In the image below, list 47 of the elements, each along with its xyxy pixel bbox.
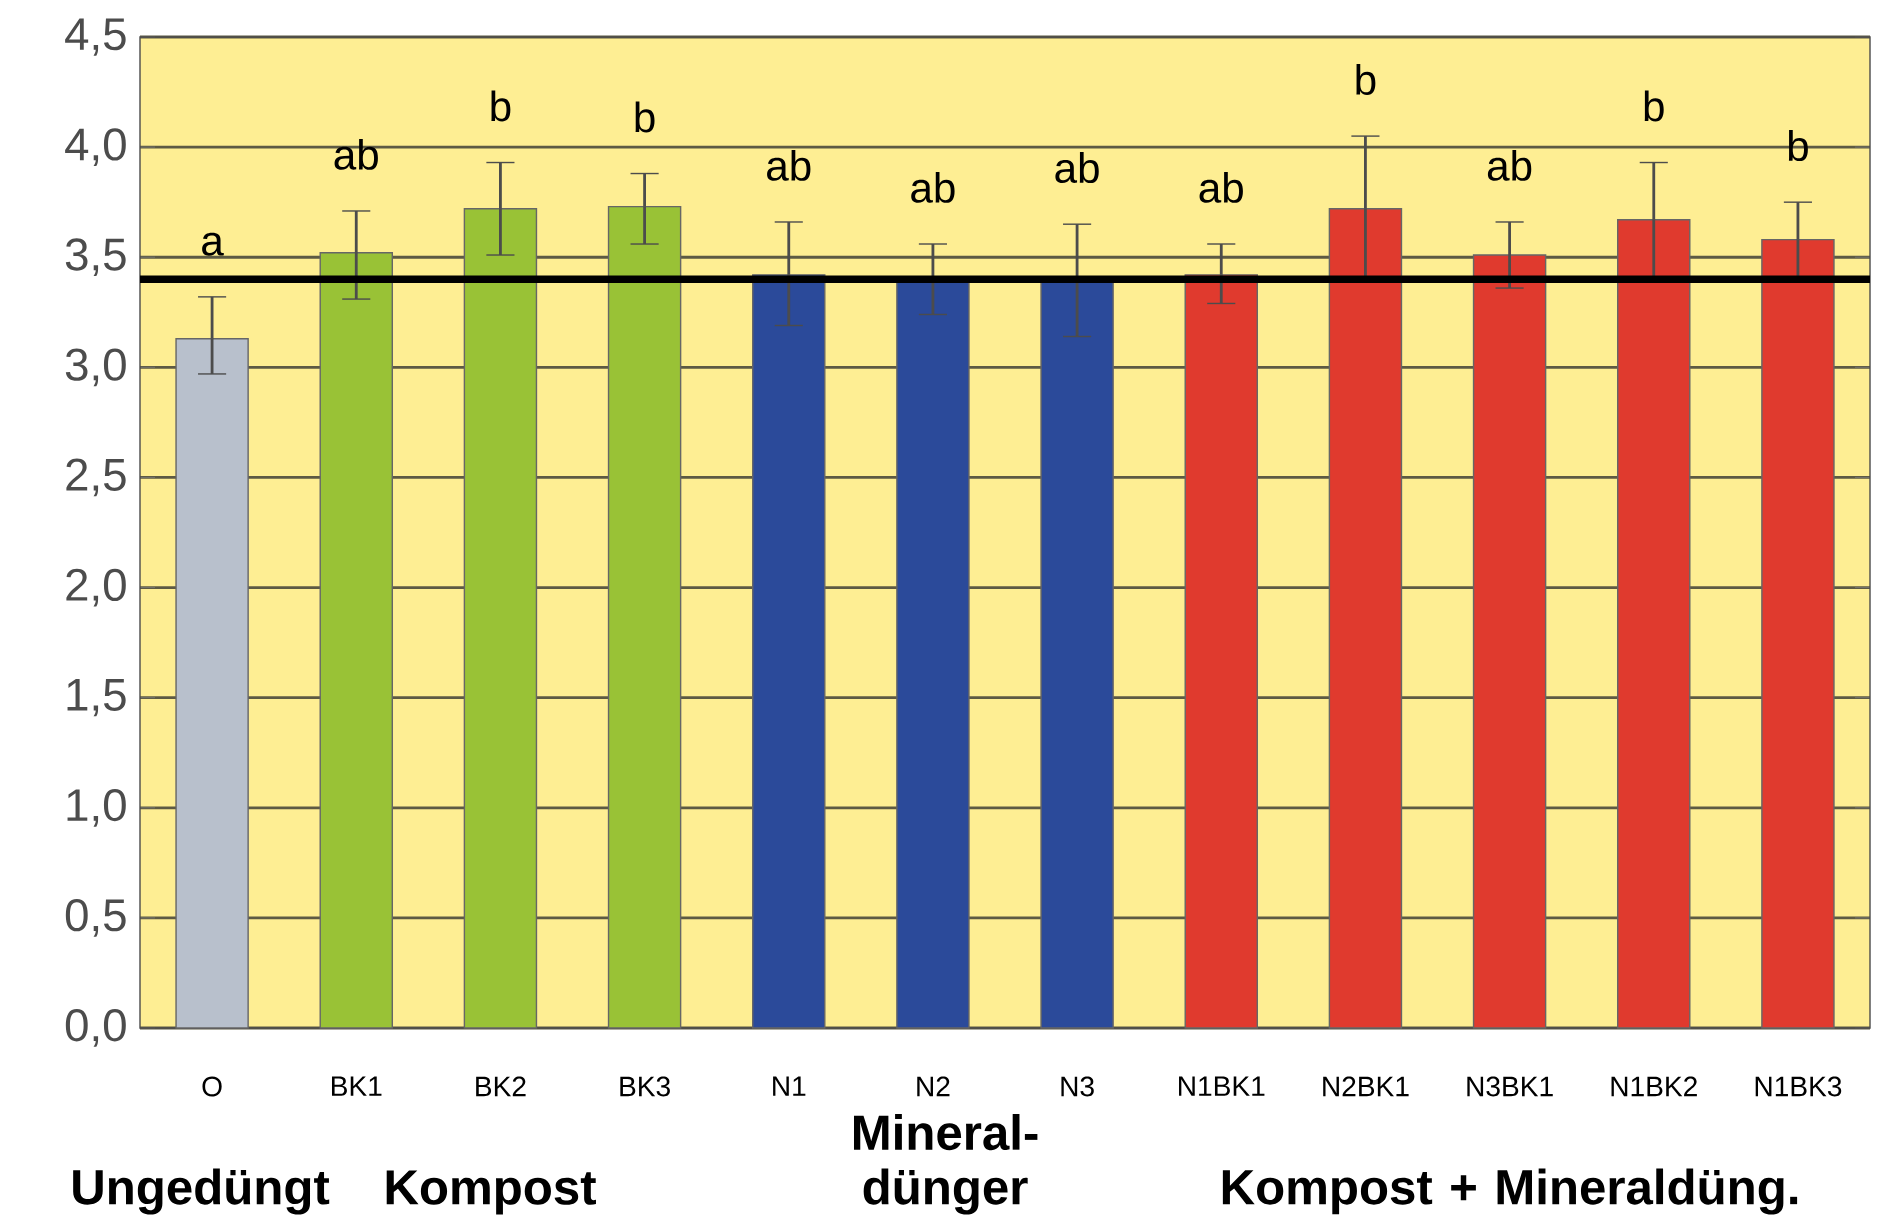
data-label: ab bbox=[1055, 152, 1099, 184]
x-tick-label: O bbox=[202, 1076, 222, 1097]
y-tick-label: 0,5 bbox=[65, 899, 126, 937]
bar bbox=[463, 208, 538, 1029]
x-tick-label: BK3 bbox=[620, 1076, 670, 1097]
data-label: a bbox=[202, 232, 224, 256]
x-tick-label: N1BK1 bbox=[1179, 1076, 1265, 1096]
bar bbox=[752, 274, 826, 1029]
bar bbox=[1472, 254, 1547, 1029]
data-label: ab bbox=[911, 171, 955, 203]
x-tick-label: N3BK1 bbox=[1467, 1076, 1553, 1097]
y-tick-label: 4,5 bbox=[65, 18, 126, 56]
y-tick-label: 1,5 bbox=[67, 679, 126, 717]
data-label: ab bbox=[767, 149, 811, 181]
x-tick-label: N3 bbox=[1061, 1076, 1094, 1097]
text: Kompost bbox=[386, 1170, 596, 1215]
bar bbox=[1184, 274, 1259, 1029]
x-tick-label: N1 bbox=[773, 1076, 806, 1096]
data-label: b bbox=[1644, 90, 1664, 122]
data-label: b bbox=[635, 101, 655, 133]
y-tick-label: 4,0 bbox=[65, 128, 126, 166]
x-tick-label: N1BK2 bbox=[1611, 1076, 1697, 1097]
x-tick-label: BK2 bbox=[476, 1076, 526, 1097]
text: Kompost + Mineraldüng. bbox=[1222, 1168, 1798, 1215]
data-label: ab bbox=[1199, 171, 1243, 203]
x-tick-label: N2BK1 bbox=[1323, 1076, 1409, 1097]
y-tick-label: 0,0 bbox=[65, 1009, 126, 1047]
text: Mineral- dünger bbox=[853, 1114, 1038, 1215]
bar bbox=[1328, 208, 1403, 1029]
text: Ungedüngt bbox=[73, 1168, 330, 1215]
x-tick-label: N1BK3 bbox=[1755, 1076, 1842, 1097]
bar bbox=[1761, 238, 1835, 1029]
y-tick-label: 3,0 bbox=[65, 348, 126, 387]
data-label: ab bbox=[1487, 149, 1532, 181]
bar bbox=[607, 205, 682, 1029]
data-label: b bbox=[491, 90, 511, 122]
data-label: b bbox=[1356, 64, 1376, 95]
y-tick-label: 1,0 bbox=[67, 788, 126, 827]
y-tick-label: 3,5 bbox=[65, 238, 126, 277]
y-tick-label: 2,0 bbox=[66, 568, 126, 607]
x-tick-label: N2 bbox=[917, 1076, 950, 1097]
data-label: ab bbox=[334, 138, 378, 170]
bar bbox=[1617, 219, 1691, 1029]
bar bbox=[319, 252, 394, 1029]
y-tick-label: 2,5 bbox=[66, 458, 126, 497]
bar bbox=[175, 338, 249, 1029]
x-tick-label: BK1 bbox=[332, 1076, 382, 1096]
